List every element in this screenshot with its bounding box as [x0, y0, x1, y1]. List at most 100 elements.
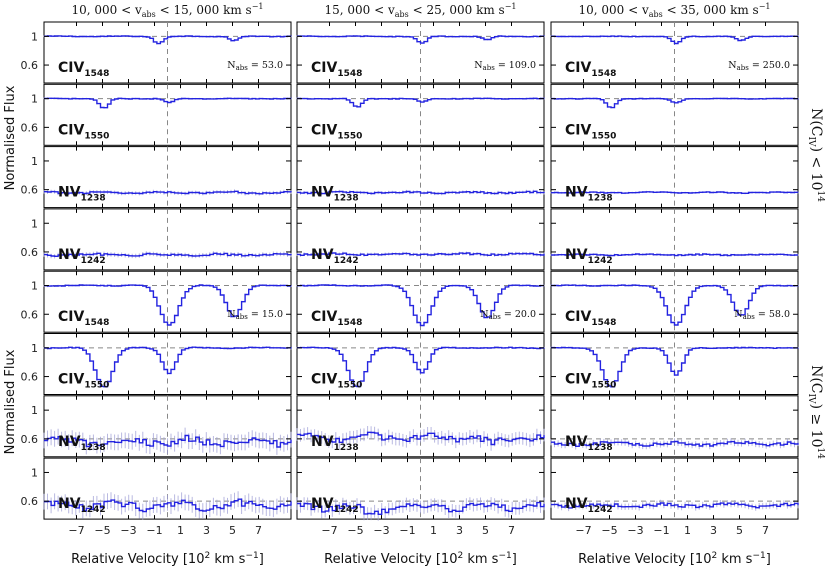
y-tick-label: 1	[31, 466, 38, 479]
spectrum-line	[551, 35, 799, 45]
x-axis-label-3: Relative Velocity [102 km s−1]	[578, 551, 771, 567]
n-abs-label: Nabs = 53.0	[227, 60, 283, 72]
panel-nv1242-row2-col3: NV1242 −7 −5 −3 −1 1 3 5 7	[550, 457, 799, 537]
y-tick-label: 1	[31, 342, 38, 355]
spectrum-line	[297, 190, 545, 195]
panel-civ1548-row2-col1: 1 0.6 CIV1548 Nabs = 15.0	[21, 270, 292, 333]
x-tick-label: −3	[120, 524, 136, 537]
ion-label: NV1242	[58, 247, 106, 266]
panel-nv1242-row1-col1: 1 0.6 NV1242	[21, 208, 292, 271]
x-tick-label: 1	[430, 524, 437, 537]
panel-civ1548-row2-col3: CIV1548 Nabs = 58.0	[550, 270, 799, 333]
x-tick-label: −5	[347, 524, 363, 537]
x-axis-labels: Relative Velocity [102 km s−1] Relative V…	[71, 551, 771, 567]
x-tick-label: 7	[255, 524, 262, 537]
column-titles: 10, 000 < vabs < 15, 000 km s−1 15, 000 <…	[71, 2, 770, 19]
panel-nv1242-row1-col2: NV1242	[296, 208, 545, 271]
y-tick-label: 0.6	[21, 433, 39, 446]
x-tick-label: −7	[575, 524, 591, 537]
ion-label: CIV1550	[58, 372, 109, 391]
y-tick-label: 0.6	[21, 495, 39, 508]
spectrum-line	[551, 97, 799, 109]
panel-nv1242-row2-col2: NV1242 −7 −5 −3 −1 1 3 5 7	[296, 457, 545, 537]
panel-nv1238-row1-col3: NV1238	[550, 146, 799, 209]
spectrum-line	[297, 97, 545, 108]
ion-label: NV1242	[565, 496, 613, 515]
ion-label: NV1238	[311, 434, 359, 453]
x-tick-label: 5	[736, 524, 743, 537]
ion-label: NV1242	[311, 496, 359, 515]
y-tick-label: 0.6	[21, 59, 39, 72]
panel-nv1242-row1-col3: NV1242	[550, 208, 799, 271]
y-tick-label: 1	[31, 280, 38, 293]
x-tick-label: −3	[627, 524, 643, 537]
panel-civ1550-row2-col2: CIV1550	[296, 333, 545, 395]
spectrum-line	[44, 498, 292, 513]
panel-civ1548-row1-col1: 1 0.6 CIV1548 Nabs = 53.0	[21, 21, 292, 84]
spectrum-line	[551, 284, 799, 326]
ion-label: CIV1548	[565, 309, 616, 328]
column-title-3: 10, 000 < vabs < 35, 000 km s−1	[578, 2, 770, 19]
x-tick-label: 1	[177, 524, 184, 537]
ion-label: NV1242	[311, 247, 359, 266]
y-axis-label-bottom: Normalised Flux	[3, 349, 18, 454]
y-tick-label: 0.6	[21, 308, 39, 321]
panel-grid: 1 0.6 CIV1548 Nabs = 53.0 CIV1548 Nabs = 109.…	[21, 21, 799, 537]
spectrum-line	[551, 346, 799, 388]
ion-label: CIV1550	[565, 122, 616, 141]
x-tick-label: 3	[710, 524, 717, 537]
spectrum-line	[297, 252, 545, 256]
spectrum-line	[297, 431, 545, 446]
panel-nv1238-row2-col1: 1 0.6 NV1238	[21, 395, 292, 458]
panel-civ1548-row1-col3: CIV1548 Nabs = 250.0	[550, 21, 799, 84]
x-tick-label: −3	[373, 524, 389, 537]
spectrum-line	[551, 440, 799, 447]
spectrum-line	[551, 253, 798, 257]
spectrum-line	[297, 346, 545, 388]
spectrum-line	[44, 97, 292, 109]
spectrum-line	[297, 35, 545, 44]
panel-nv1238-row1-col2: NV1238	[296, 146, 545, 209]
x-tick-label: 1	[684, 524, 691, 537]
n-abs-label: Nabs = 250.0	[728, 60, 790, 72]
panel-civ1550-row1-col3: CIV1550	[550, 83, 799, 146]
ion-label: NV1242	[565, 247, 613, 266]
y-axis-label-top: Normalised Flux	[3, 85, 18, 190]
panel-civ1548-row2-col2: CIV1548 Nabs = 20.0	[296, 270, 545, 333]
x-tick-label: −7	[68, 524, 84, 537]
spectrum-line	[44, 190, 292, 195]
panel-civ1550-row1-col2: CIV1550	[296, 83, 545, 146]
ion-label: CIV1550	[311, 372, 362, 391]
ion-label: NV1238	[565, 434, 613, 453]
spectrum-line	[297, 501, 545, 515]
y-tick-label: 1	[31, 217, 38, 230]
column-title-1: 10, 000 < vabs < 15, 000 km s−1	[71, 2, 263, 19]
ion-label: NV1238	[311, 185, 359, 204]
column-title-2: 15, 000 < vabs < 25, 000 km s−1	[324, 2, 516, 19]
x-tick-label: −7	[321, 524, 337, 537]
x-tick-label: −5	[601, 524, 617, 537]
ion-label: CIV1548	[58, 60, 109, 79]
spectrum-line	[44, 284, 292, 326]
panel-civ1548-row1-col2: CIV1548 Nabs = 109.0	[296, 21, 545, 84]
x-tick-label: 7	[508, 524, 515, 537]
y-tick-label: 0.6	[21, 371, 39, 384]
spectrum-line	[44, 434, 292, 448]
ion-label: CIV1548	[311, 309, 362, 328]
y-tick-label: 1	[31, 30, 38, 43]
ion-label: CIV1548	[58, 309, 109, 328]
group-label-high-column-density: N(CIV) ≥ 1014	[806, 365, 825, 459]
ion-label: CIV1548	[311, 60, 362, 79]
panel-nv1238-row2-col3: NV1238	[550, 395, 799, 458]
spectrum-line	[297, 284, 544, 327]
ion-label: NV1238	[58, 185, 106, 204]
y-tick-label: 1	[31, 404, 38, 417]
spectrum-line	[44, 346, 292, 388]
ion-label: CIV1550	[565, 372, 616, 391]
y-tick-label: 0.6	[21, 184, 39, 197]
x-tick-label: 3	[203, 524, 210, 537]
ion-label: CIV1550	[311, 122, 362, 141]
n-abs-label: Nabs = 15.0	[227, 309, 283, 321]
ion-label: NV1238	[565, 185, 613, 204]
spectrum-line	[551, 191, 799, 194]
